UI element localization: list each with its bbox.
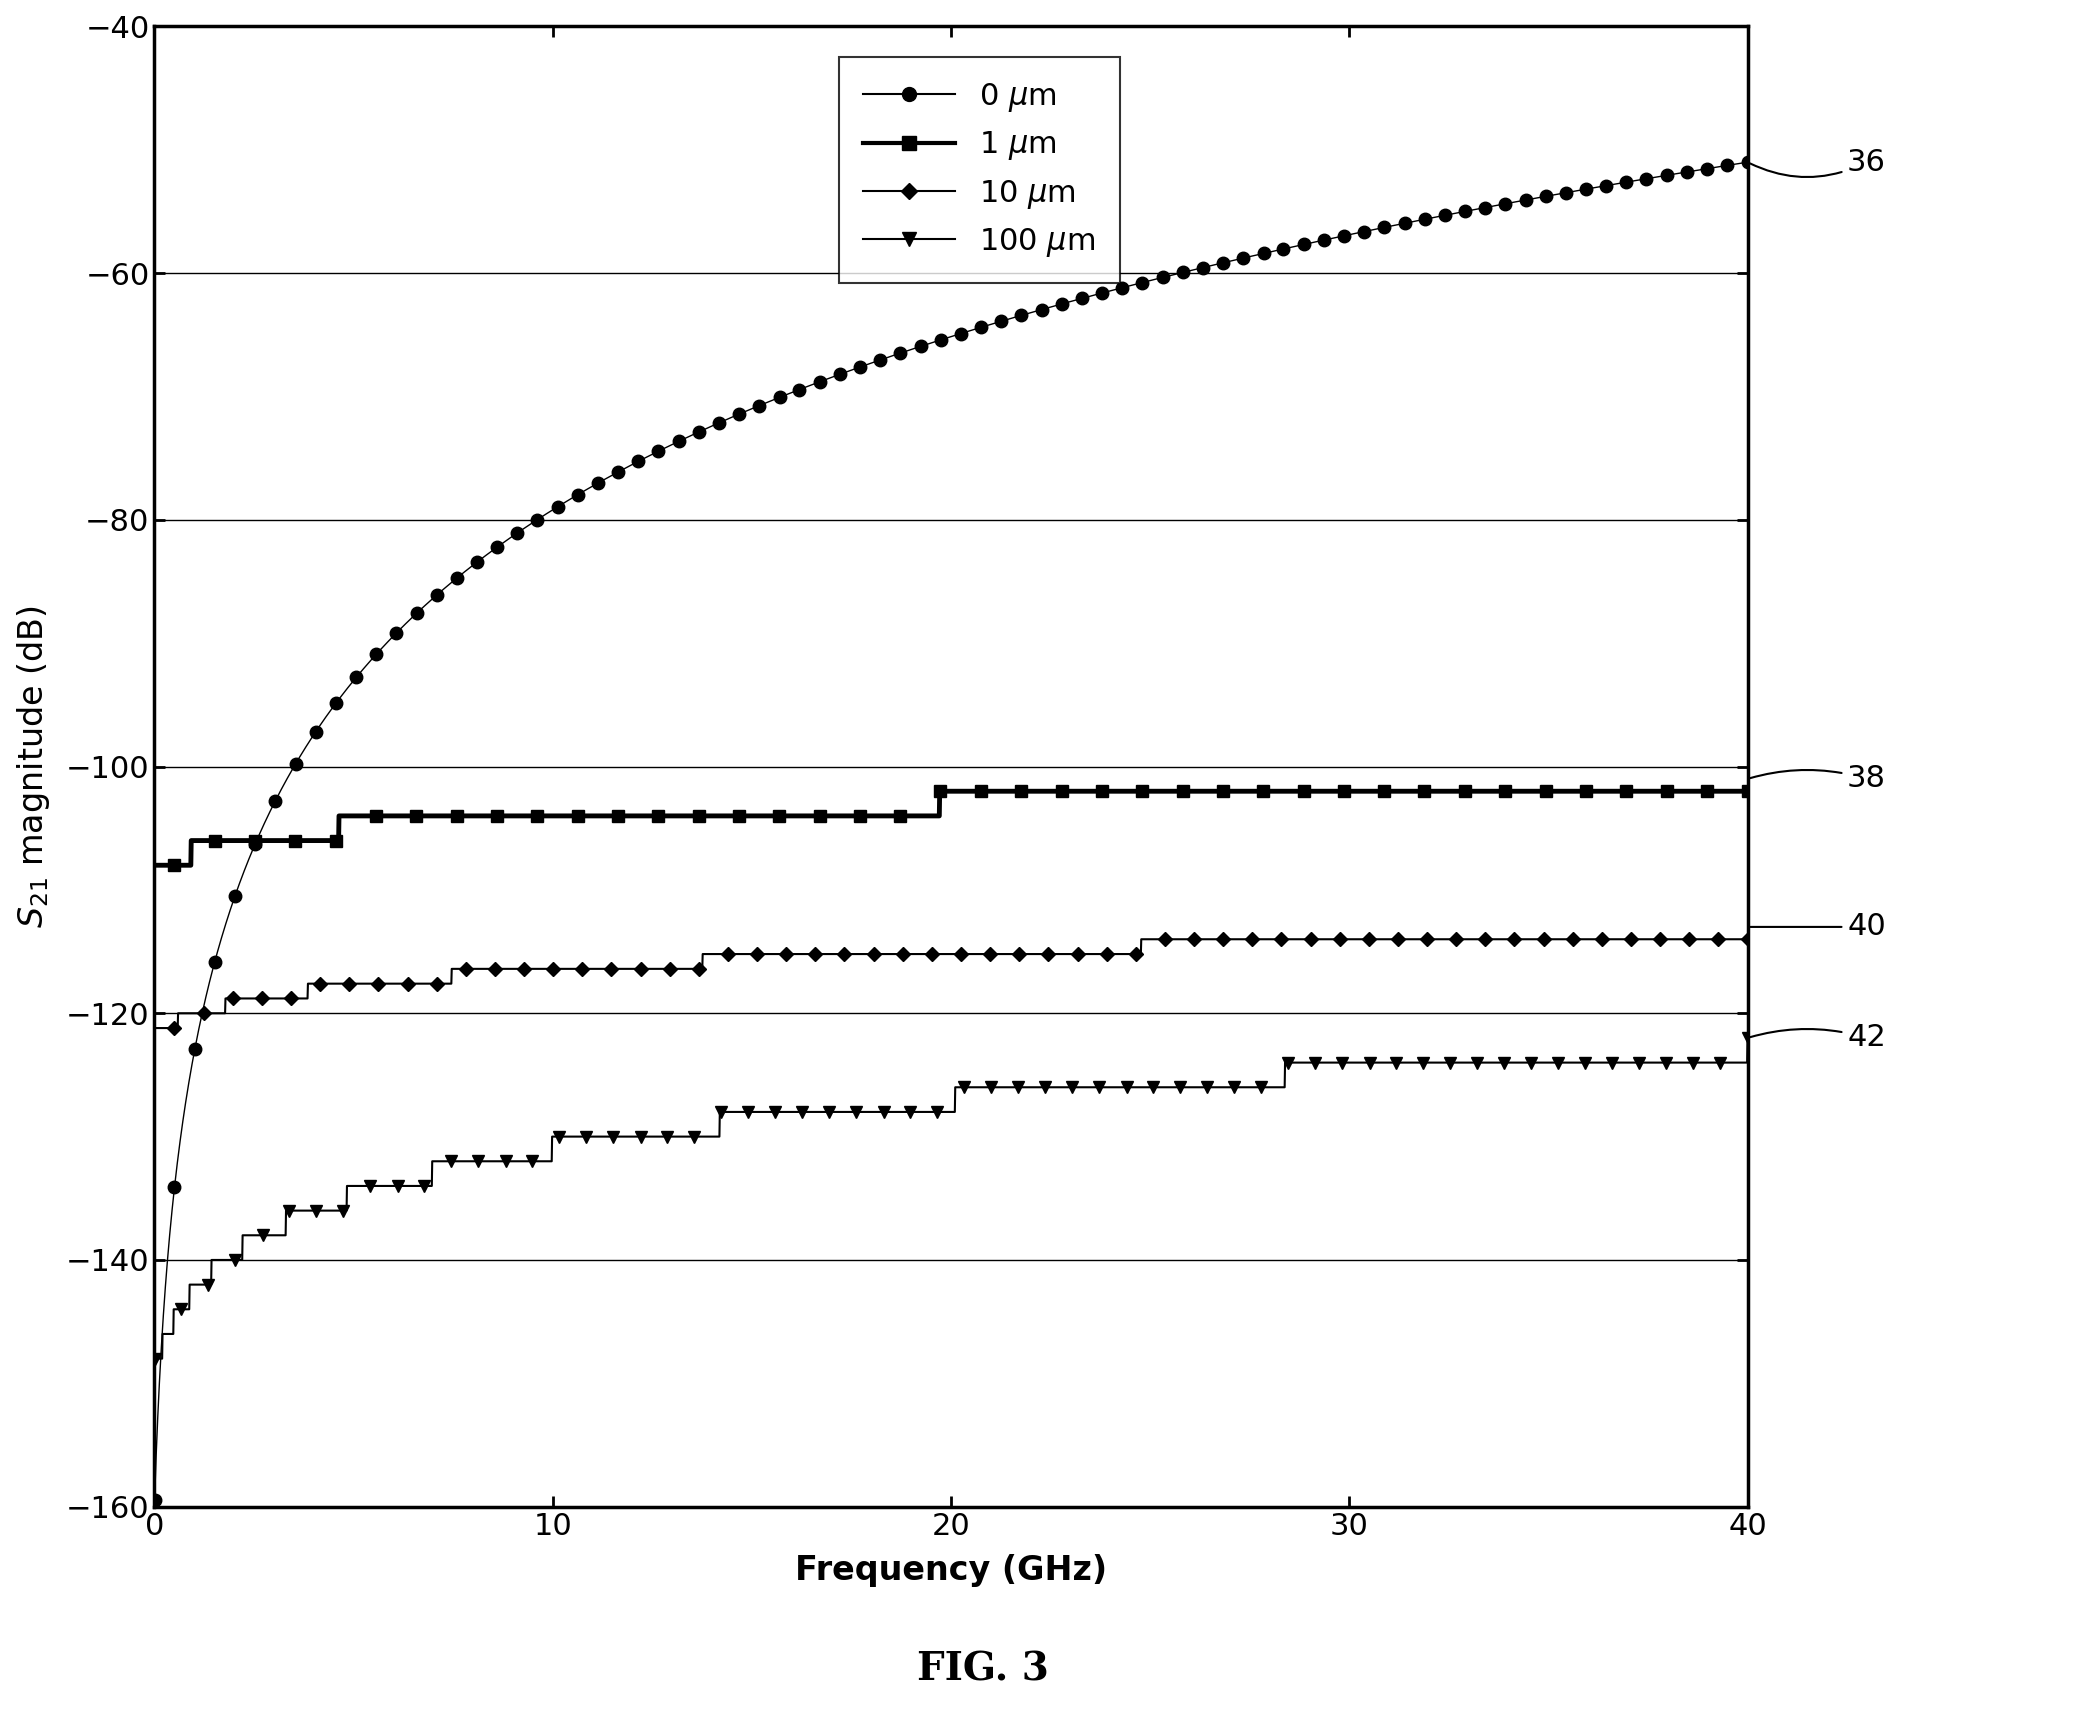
Legend: 0 $\mu$m, 1 $\mu$m, 10 $\mu$m, 100 $\mu$m: 0 $\mu$m, 1 $\mu$m, 10 $\mu$m, 100 $\mu$… — [838, 57, 1121, 283]
Y-axis label: $\mathit{S}_{21}$ magnitude (dB): $\mathit{S}_{21}$ magnitude (dB) — [15, 605, 52, 929]
Text: 36: 36 — [1750, 148, 1886, 177]
Text: FIG. 3: FIG. 3 — [916, 1651, 1050, 1689]
Text: 42: 42 — [1750, 1023, 1886, 1053]
Text: 40: 40 — [1750, 913, 1886, 941]
X-axis label: Frequency (GHz): Frequency (GHz) — [795, 1554, 1106, 1587]
Text: 38: 38 — [1750, 765, 1886, 793]
